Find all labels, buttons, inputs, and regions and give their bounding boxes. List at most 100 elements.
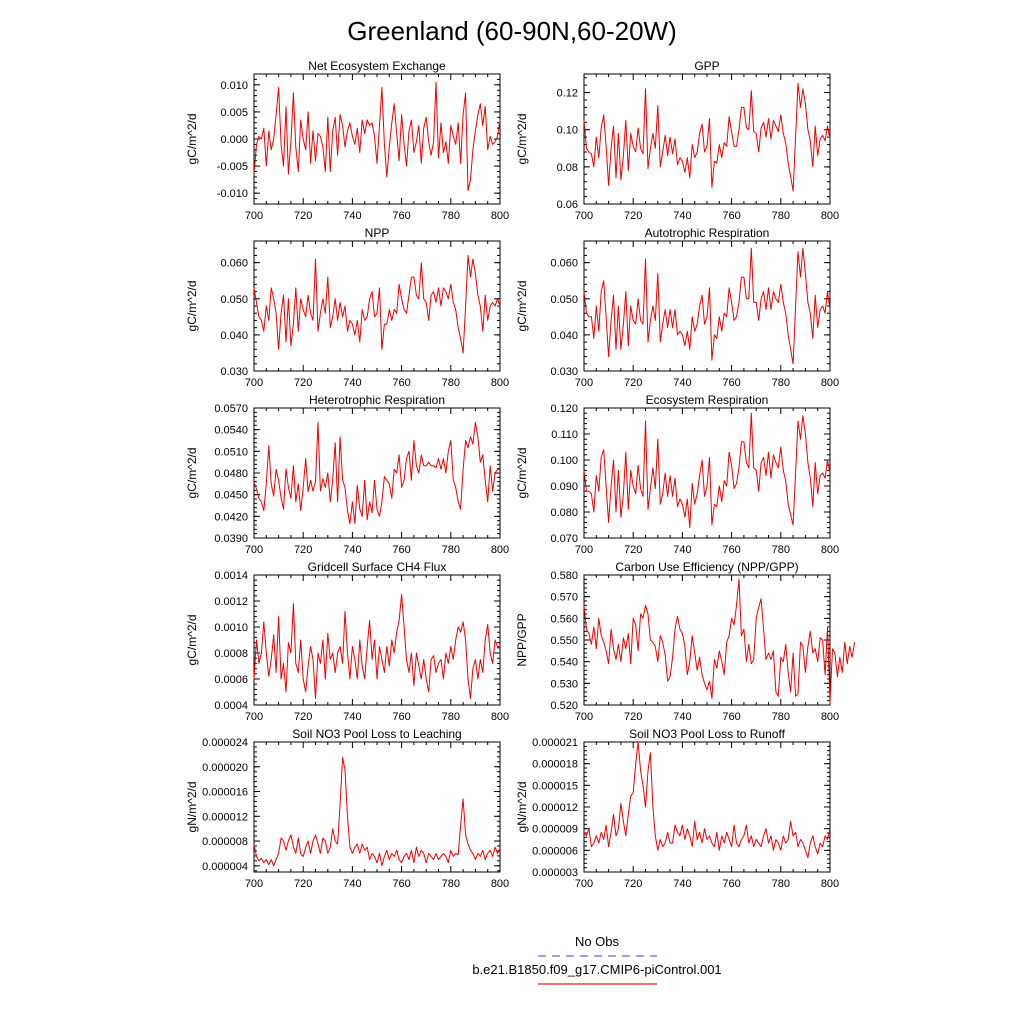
- series-line: [583, 412, 831, 529]
- x-tick-label: 780: [772, 377, 790, 389]
- y-tick-label: 0.000015: [532, 780, 578, 792]
- y-tick-label: 0.000: [220, 134, 248, 146]
- y-tick-label: 0.550: [550, 635, 578, 647]
- y-axis-label: gN/m^2/d: [515, 782, 529, 833]
- x-tick-label: 760: [392, 377, 410, 389]
- y-tick-label: 0.100: [550, 455, 578, 467]
- y-tick-label: 0.000012: [202, 811, 248, 823]
- series-line: [583, 82, 831, 192]
- x-tick-label: 780: [772, 711, 790, 723]
- x-tick-label: 800: [821, 544, 839, 556]
- x-tick-label: 800: [491, 711, 509, 723]
- chart-panel-3: NPP 700 720 740 760 780 800 0.030 0.040 0.050 0.06…: [185, 226, 509, 389]
- x-tick-label: 800: [491, 878, 509, 890]
- y-tick-label: 0.06: [557, 199, 578, 211]
- panel-title: Autotrophic Respiration: [645, 226, 770, 240]
- y-tick-label: 0.090: [550, 481, 578, 493]
- x-tick-label: 760: [722, 878, 740, 890]
- series-line: [253, 421, 500, 525]
- x-tick-label: 700: [575, 544, 593, 556]
- y-tick-label: 0.005: [220, 107, 248, 119]
- panel-title: Heterotrophic Respiration: [309, 393, 445, 407]
- y-tick-label: 0.080: [550, 507, 578, 519]
- y-tick-label: 0.0420: [214, 511, 248, 523]
- x-tick-label: 700: [575, 377, 593, 389]
- series-line: [583, 247, 831, 365]
- x-tick-label: 720: [624, 711, 642, 723]
- x-tick-label: 760: [722, 377, 740, 389]
- panel-title: Gridcell Surface CH4 Flux: [308, 560, 447, 574]
- x-tick-label: 760: [722, 544, 740, 556]
- legend-model-label: b.e21.B1850.f09_g17.CMIP6-piControl.001: [472, 962, 721, 977]
- y-tick-label: 0.120: [550, 403, 578, 415]
- x-tick-label: 740: [343, 711, 361, 723]
- y-tick-label: 0.040: [220, 330, 248, 342]
- x-tick-label: 740: [673, 878, 691, 890]
- x-tick-label: 700: [245, 210, 263, 222]
- y-tick-label: 0.070: [550, 533, 578, 545]
- x-tick-label: 740: [343, 544, 361, 556]
- x-tick-label: 720: [624, 377, 642, 389]
- x-tick-label: 780: [442, 377, 460, 389]
- panel-title: Net Ecosystem Exchange: [308, 59, 446, 73]
- y-tick-label: 0.030: [550, 366, 578, 378]
- y-tick-label: 0.580: [550, 570, 578, 582]
- panel-title: NPP: [365, 226, 390, 240]
- chart-panel-1: Net Ecosystem Exchange 700 720 740 760 780 800…: [185, 59, 509, 222]
- x-tick-label: 740: [673, 544, 691, 556]
- x-tick-label: 800: [491, 544, 509, 556]
- y-tick-label: 0.000020: [202, 762, 248, 774]
- chart-panel-10: Soil NO3 Pool Loss to Runoff 700 720 740 760…: [515, 727, 839, 890]
- x-tick-label: 720: [294, 544, 312, 556]
- x-tick-label: 740: [673, 711, 691, 723]
- series-line: [253, 757, 501, 867]
- x-tick-label: 780: [442, 210, 460, 222]
- y-tick-label: 0.000024: [202, 737, 248, 749]
- y-tick-label: 0.0010: [214, 622, 248, 634]
- x-tick-label: 800: [821, 711, 839, 723]
- x-tick-label: 780: [442, 544, 460, 556]
- x-tick-label: 780: [442, 711, 460, 723]
- y-tick-label: 0.030: [220, 366, 248, 378]
- y-tick-label: 0.060: [550, 258, 578, 270]
- x-tick-label: 760: [722, 711, 740, 723]
- x-tick-label: 780: [772, 544, 790, 556]
- y-tick-label: 0.060: [220, 258, 248, 270]
- x-tick-label: 760: [392, 544, 410, 556]
- x-tick-label: 720: [294, 878, 312, 890]
- y-tick-label: 0.0570: [214, 403, 248, 415]
- y-tick-label: 0.540: [550, 657, 578, 669]
- x-tick-label: 700: [575, 210, 593, 222]
- y-axis-label: gC/m^2/d: [185, 615, 199, 666]
- y-axis-label: gC/m^2/d: [515, 448, 529, 499]
- x-tick-label: 800: [491, 210, 509, 222]
- panel-title: Soil NO3 Pool Loss to Runoff: [629, 727, 786, 741]
- y-tick-label: 0.12: [557, 88, 578, 100]
- y-tick-label: 0.530: [550, 678, 578, 690]
- x-tick-label: 780: [772, 210, 790, 222]
- x-tick-label: 720: [624, 210, 642, 222]
- x-tick-label: 720: [624, 544, 642, 556]
- y-tick-label: 0.000004: [202, 861, 248, 873]
- legend-obs-label: No Obs: [575, 934, 620, 949]
- x-tick-label: 760: [722, 210, 740, 222]
- y-tick-label: 0.0012: [214, 596, 248, 608]
- y-tick-label: 0.050: [220, 294, 248, 306]
- x-tick-label: 740: [343, 878, 361, 890]
- panel-title: Soil NO3 Pool Loss to Leaching: [292, 727, 461, 741]
- chart-panel-7: Gridcell Surface CH4 Flux 700 720 740 760 780…: [185, 560, 509, 723]
- y-tick-label: 0.0004: [214, 700, 248, 712]
- series-line: [253, 594, 500, 699]
- x-tick-label: 780: [772, 878, 790, 890]
- y-tick-label: 0.000012: [532, 802, 578, 814]
- series-line: [253, 81, 501, 191]
- y-axis-label: gC/m^2/d: [185, 114, 199, 165]
- series-line: [583, 578, 856, 704]
- x-tick-label: 700: [245, 878, 263, 890]
- x-tick-label: 700: [575, 711, 593, 723]
- x-tick-label: 700: [245, 544, 263, 556]
- series-line: [583, 741, 831, 859]
- y-axis-label: gC/m^2/d: [185, 281, 199, 332]
- x-tick-label: 700: [245, 377, 263, 389]
